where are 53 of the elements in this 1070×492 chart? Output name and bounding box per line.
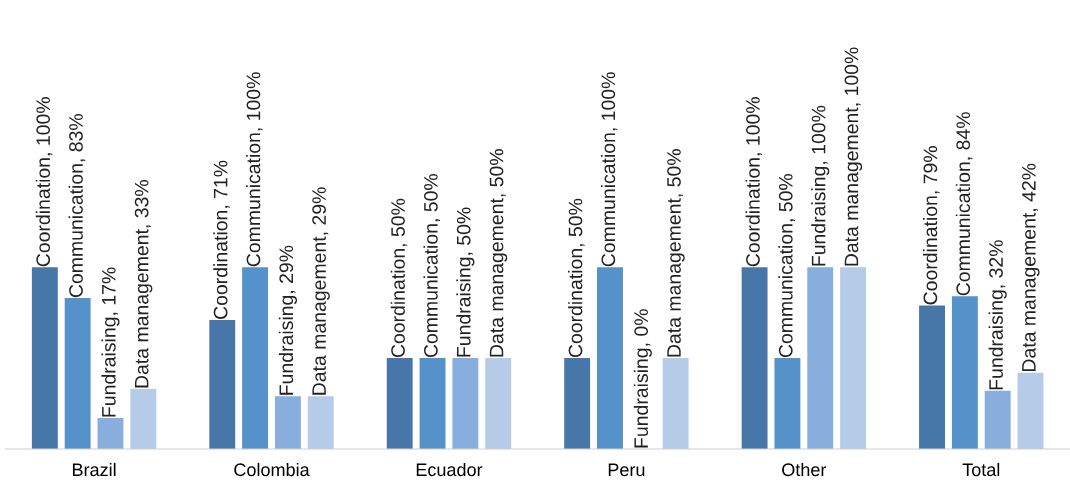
data-label: Fundraising, 17% <box>101 267 120 417</box>
data-label: Communication, 50% <box>778 173 795 358</box>
x-tick-label: Ecuador <box>416 462 483 477</box>
data-label: Data management, 50% <box>489 149 508 357</box>
data-label: Fundraising, 100% <box>811 105 830 266</box>
bar <box>1017 372 1044 449</box>
data-label: Coordination, 50% <box>390 198 408 358</box>
data-label: Communication, 83% <box>68 114 86 298</box>
bar <box>274 396 301 449</box>
data-label: Fundraising, 32% <box>988 240 1007 390</box>
bar <box>209 319 236 449</box>
data-label: Coordination, 79% <box>922 146 940 305</box>
data-label: Coordination, 100% <box>745 97 763 267</box>
data-label: Fundraising, 50% <box>456 207 475 357</box>
bar <box>597 267 623 449</box>
data-label: Fundraising, 0% <box>633 309 652 448</box>
bar <box>242 267 269 449</box>
bar <box>774 358 801 449</box>
x-tick-label: Brazil <box>72 462 116 477</box>
data-label: Communication, 50% <box>423 173 441 358</box>
x-tick-label: Total <box>962 462 1000 477</box>
x-tick-label: Other <box>782 462 827 477</box>
data-label: Coordination, 100% <box>35 97 53 267</box>
data-label: Communication, 100% <box>600 72 618 267</box>
bar <box>564 358 591 449</box>
bar <box>97 418 124 449</box>
data-label: Data management, 100% <box>844 47 863 266</box>
bar <box>485 358 512 449</box>
bar <box>130 389 157 449</box>
data-label: Fundraising, 29% <box>278 245 297 395</box>
bar <box>840 267 867 449</box>
bar <box>419 358 446 449</box>
bar <box>951 296 978 449</box>
bar <box>452 358 479 449</box>
bar <box>807 267 834 449</box>
bar <box>386 358 413 449</box>
data-label: Data management, 33% <box>134 180 153 388</box>
data-label: Data management, 42% <box>1021 163 1040 372</box>
bar <box>984 390 1011 449</box>
data-label: Coordination, 71% <box>213 160 230 319</box>
bar <box>741 267 768 449</box>
bar <box>31 267 58 449</box>
data-label: Data management, 50% <box>667 149 685 357</box>
data-label: Data management, 29% <box>312 187 330 395</box>
x-tick-label: Colombia <box>234 462 310 477</box>
data-label: Communication, 100% <box>246 72 263 267</box>
bar <box>64 298 91 449</box>
bar <box>662 358 689 449</box>
x-tick-label: Peru <box>608 463 645 477</box>
bar <box>919 305 945 449</box>
bar <box>307 396 334 449</box>
data-label: Communication, 84% <box>955 112 973 296</box>
data-label: Coordination, 50% <box>568 198 585 358</box>
